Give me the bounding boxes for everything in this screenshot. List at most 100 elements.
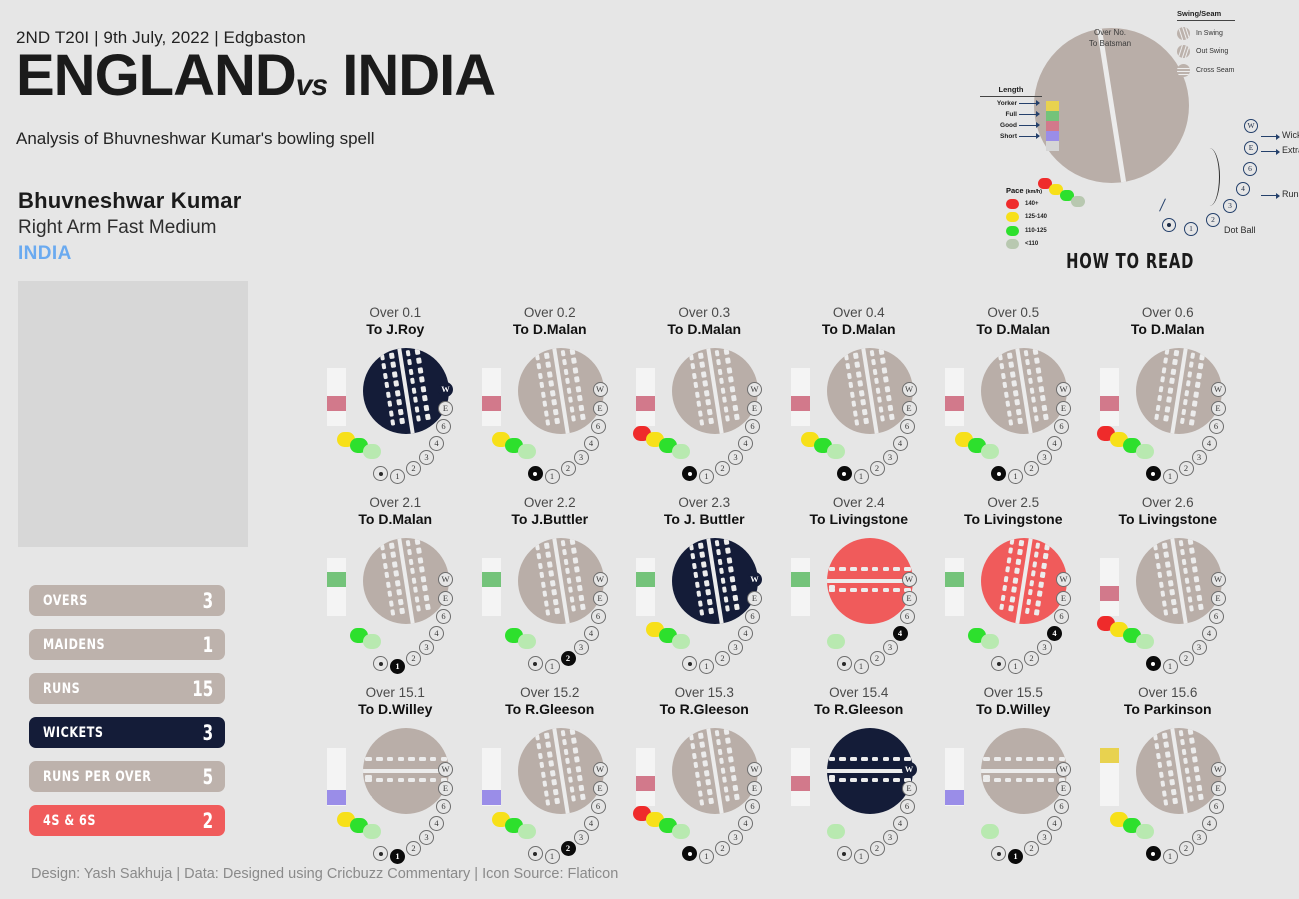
run-marker-1[interactable]: 1 — [390, 469, 405, 484]
run-marker-dot[interactable] — [991, 466, 1006, 481]
run-marker-1[interactable]: 1 — [699, 659, 714, 674]
run-marker-W[interactable]: W — [438, 762, 453, 777]
run-marker-2[interactable]: 2 — [406, 841, 421, 856]
run-marker-6[interactable]: 6 — [1054, 799, 1069, 814]
run-marker-2[interactable]: 2 — [1024, 841, 1039, 856]
run-marker-6[interactable]: 6 — [436, 799, 451, 814]
run-marker-E[interactable]: E — [592, 591, 608, 606]
run-marker-W[interactable]: W — [747, 572, 762, 587]
run-marker-4[interactable]: 4 — [1047, 816, 1062, 831]
run-marker-6[interactable]: 6 — [1208, 419, 1224, 434]
run-marker-E[interactable]: E — [1056, 781, 1071, 796]
run-marker-1[interactable]: 1 — [390, 659, 405, 674]
run-marker-6[interactable]: 6 — [745, 609, 760, 624]
run-marker-2[interactable]: 2 — [1024, 461, 1039, 476]
run-marker-dot[interactable] — [836, 656, 852, 671]
run-marker-2[interactable]: 2 — [1178, 651, 1194, 666]
run-marker-2[interactable]: 2 — [715, 461, 730, 476]
run-marker-1[interactable]: 1 — [544, 659, 560, 674]
run-marker-E[interactable]: E — [592, 401, 608, 416]
run-marker-4[interactable]: 4 — [892, 436, 908, 451]
run-marker-4[interactable]: 4 — [583, 626, 599, 641]
run-marker-1[interactable]: 1 — [1162, 659, 1178, 674]
run-marker-1[interactable]: 1 — [544, 469, 560, 484]
run-marker-2[interactable]: 2 — [869, 841, 885, 856]
run-marker-4[interactable]: 4 — [429, 626, 444, 641]
run-marker-1[interactable]: 1 — [390, 849, 405, 864]
run-marker-2[interactable]: 2 — [715, 651, 730, 666]
run-marker-3[interactable]: 3 — [882, 830, 898, 845]
run-marker-E[interactable]: E — [747, 781, 762, 796]
run-marker-4[interactable]: 4 — [738, 436, 753, 451]
run-marker-2[interactable]: 2 — [1178, 461, 1194, 476]
run-marker-1[interactable]: 1 — [853, 849, 869, 864]
run-marker-3[interactable]: 3 — [1191, 830, 1207, 845]
run-marker-3[interactable]: 3 — [573, 830, 589, 845]
run-marker-6[interactable]: 6 — [899, 609, 915, 624]
ball-card[interactable]: Over 15.4 To R.Gleeson 1 2 3 4 6 E W — [782, 685, 937, 875]
ball-card[interactable]: Over 2.5 To Livingstone 1 2 3 4 6 E W — [936, 495, 1091, 685]
run-marker-E[interactable]: E — [747, 591, 762, 606]
run-marker-3[interactable]: 3 — [728, 640, 743, 655]
run-marker-E[interactable]: E — [1210, 401, 1226, 416]
run-marker-4[interactable]: 4 — [1201, 436, 1217, 451]
run-marker-dot[interactable] — [991, 846, 1006, 861]
run-marker-3[interactable]: 3 — [1037, 450, 1052, 465]
run-marker-W[interactable]: W — [592, 762, 608, 777]
run-marker-dot[interactable] — [1145, 846, 1161, 861]
run-marker-dot[interactable] — [836, 466, 852, 481]
run-marker-6[interactable]: 6 — [590, 419, 606, 434]
run-marker-dot[interactable] — [373, 656, 388, 671]
run-marker-W[interactable]: W — [747, 762, 762, 777]
run-marker-3[interactable]: 3 — [419, 640, 434, 655]
run-marker-6[interactable]: 6 — [1054, 419, 1069, 434]
run-marker-W[interactable]: W — [438, 572, 453, 587]
run-marker-6[interactable]: 6 — [899, 419, 915, 434]
run-marker-W[interactable]: W — [901, 762, 917, 777]
run-marker-E[interactable]: E — [438, 401, 453, 416]
run-marker-3[interactable]: 3 — [728, 450, 743, 465]
run-marker-6[interactable]: 6 — [899, 799, 915, 814]
run-marker-W[interactable]: W — [1210, 382, 1226, 397]
run-marker-3[interactable]: 3 — [882, 640, 898, 655]
run-marker-6[interactable]: 6 — [436, 609, 451, 624]
run-marker-3[interactable]: 3 — [1191, 450, 1207, 465]
ball-card[interactable]: Over 0.3 To D.Malan 1 2 3 4 6 E W — [627, 305, 782, 495]
run-marker-E[interactable]: E — [438, 591, 453, 606]
run-marker-E[interactable]: E — [901, 781, 917, 796]
run-marker-4[interactable]: 4 — [429, 816, 444, 831]
run-marker-dot[interactable] — [527, 466, 543, 481]
run-marker-2[interactable]: 2 — [1024, 651, 1039, 666]
run-marker-W[interactable]: W — [901, 572, 917, 587]
run-marker-E[interactable]: E — [1210, 591, 1226, 606]
run-marker-3[interactable]: 3 — [882, 450, 898, 465]
run-marker-E[interactable]: E — [1056, 591, 1071, 606]
run-marker-E[interactable]: E — [592, 781, 608, 796]
run-marker-W[interactable]: W — [1210, 762, 1226, 777]
run-marker-6[interactable]: 6 — [1208, 609, 1224, 624]
run-marker-1[interactable]: 1 — [544, 849, 560, 864]
run-marker-2[interactable]: 2 — [1178, 841, 1194, 856]
run-marker-W[interactable]: W — [438, 382, 453, 397]
run-marker-2[interactable]: 2 — [560, 651, 576, 666]
run-marker-W[interactable]: W — [1056, 572, 1071, 587]
run-marker-1[interactable]: 1 — [1008, 659, 1023, 674]
run-marker-2[interactable]: 2 — [560, 461, 576, 476]
run-marker-4[interactable]: 4 — [1047, 436, 1062, 451]
run-marker-2[interactable]: 2 — [869, 461, 885, 476]
run-marker-dot[interactable] — [373, 466, 388, 481]
run-marker-dot[interactable] — [527, 656, 543, 671]
ball-card[interactable]: Over 2.4 To Livingstone 1 2 3 4 6 E W — [782, 495, 937, 685]
ball-card[interactable]: Over 0.6 To D.Malan 1 2 3 4 6 E W — [1091, 305, 1246, 495]
run-marker-6[interactable]: 6 — [590, 799, 606, 814]
run-marker-6[interactable]: 6 — [436, 419, 451, 434]
run-marker-W[interactable]: W — [1056, 762, 1071, 777]
run-marker-1[interactable]: 1 — [1162, 469, 1178, 484]
ball-card[interactable]: Over 2.2 To J.Buttler 1 2 3 4 6 E W — [473, 495, 628, 685]
run-marker-3[interactable]: 3 — [728, 830, 743, 845]
ball-card[interactable]: Over 2.1 To D.Malan 1 2 3 4 6 E W — [318, 495, 473, 685]
run-marker-2[interactable]: 2 — [406, 651, 421, 666]
run-marker-dot[interactable] — [991, 656, 1006, 671]
run-marker-4[interactable]: 4 — [738, 626, 753, 641]
run-marker-3[interactable]: 3 — [419, 830, 434, 845]
